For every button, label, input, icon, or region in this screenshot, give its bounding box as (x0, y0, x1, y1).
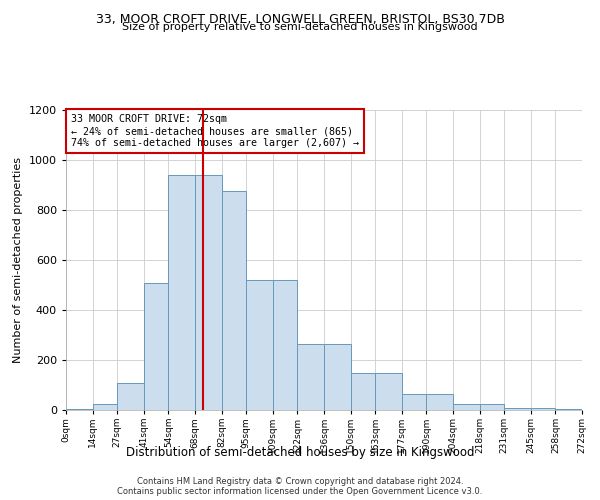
Text: 33 MOOR CROFT DRIVE: 72sqm
← 24% of semi-detached houses are smaller (865)
74% o: 33 MOOR CROFT DRIVE: 72sqm ← 24% of semi… (71, 114, 359, 148)
Bar (92, 404, 117, 410)
Bar (453, 404, 479, 410)
Text: Size of property relative to semi-detached houses in Kingswood: Size of property relative to semi-detach… (122, 22, 478, 32)
Y-axis label: Number of semi-detached properties: Number of semi-detached properties (13, 157, 23, 363)
Bar (273, 280, 298, 410)
Bar (66, 409, 92, 410)
Bar (427, 394, 453, 410)
Bar (169, 175, 195, 410)
Bar (556, 409, 582, 410)
Bar (531, 408, 556, 410)
Bar (246, 280, 273, 410)
Text: Contains public sector information licensed under the Open Government Licence v3: Contains public sector information licen… (118, 486, 482, 496)
Bar (350, 372, 375, 410)
Bar (375, 372, 402, 410)
Bar (504, 408, 531, 410)
Bar (195, 175, 221, 410)
Text: 33, MOOR CROFT DRIVE, LONGWELL GREEN, BRISTOL, BS30 7DB: 33, MOOR CROFT DRIVE, LONGWELL GREEN, BR… (95, 12, 505, 26)
Bar (144, 282, 169, 410)
Bar (479, 404, 504, 410)
Bar (221, 191, 246, 410)
Text: Contains HM Land Registry data © Crown copyright and database right 2024.: Contains HM Land Registry data © Crown c… (137, 476, 463, 486)
Bar (117, 382, 144, 410)
Bar (324, 344, 350, 410)
Text: Distribution of semi-detached houses by size in Kingswood: Distribution of semi-detached houses by … (126, 446, 474, 459)
Bar (298, 344, 324, 410)
Bar (402, 394, 427, 410)
